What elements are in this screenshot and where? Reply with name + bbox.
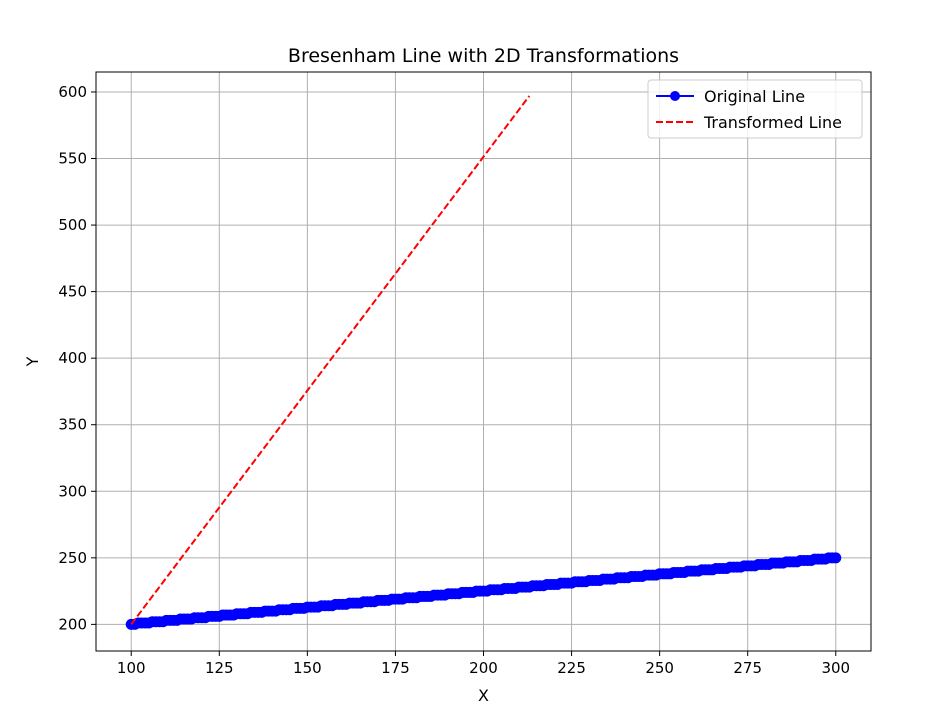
x-tick-label: 150 bbox=[293, 659, 322, 677]
transformed-line-path bbox=[130, 95, 531, 625]
y-axis-title: Y bbox=[23, 356, 42, 367]
tick-layer: 100 125 150 175 200 225 250 275 300 200 250 300 350 4… bbox=[58, 83, 850, 677]
y-tick-label: 400 bbox=[58, 349, 87, 367]
x-axis-title: X bbox=[478, 686, 489, 705]
x-tick-label: 175 bbox=[381, 659, 410, 677]
legend-label-original-line: Original Line bbox=[704, 87, 805, 106]
x-tick-label: 200 bbox=[469, 659, 498, 677]
chart-title: Bresenham Line with 2D Transformations bbox=[288, 45, 679, 67]
x-tick-label: 275 bbox=[733, 659, 762, 677]
y-tick-label: 500 bbox=[58, 216, 87, 234]
x-tick-label: 100 bbox=[117, 659, 146, 677]
y-tick-label: 200 bbox=[58, 615, 87, 633]
x-tick-label: 250 bbox=[645, 659, 674, 677]
x-tick-label: 125 bbox=[205, 659, 234, 677]
y-tick-label: 250 bbox=[58, 549, 87, 567]
legend-box bbox=[647, 79, 863, 139]
legend-label-transformed-line: Transformed Line bbox=[703, 113, 842, 132]
x-tick-label: 225 bbox=[557, 659, 586, 677]
grid-layer bbox=[96, 72, 871, 651]
legend-marker-original-line bbox=[670, 91, 680, 101]
y-tick-label: 550 bbox=[58, 150, 87, 168]
legend: Original Line Transformed Line bbox=[647, 79, 863, 139]
y-tick-label: 350 bbox=[58, 416, 87, 434]
y-tick-label: 450 bbox=[58, 283, 87, 301]
y-tick-label: 600 bbox=[58, 83, 87, 101]
y-tick-label: 300 bbox=[58, 482, 87, 500]
data-layer bbox=[125, 95, 842, 630]
original-line-marker bbox=[830, 552, 842, 564]
x-tick-label: 300 bbox=[821, 659, 850, 677]
